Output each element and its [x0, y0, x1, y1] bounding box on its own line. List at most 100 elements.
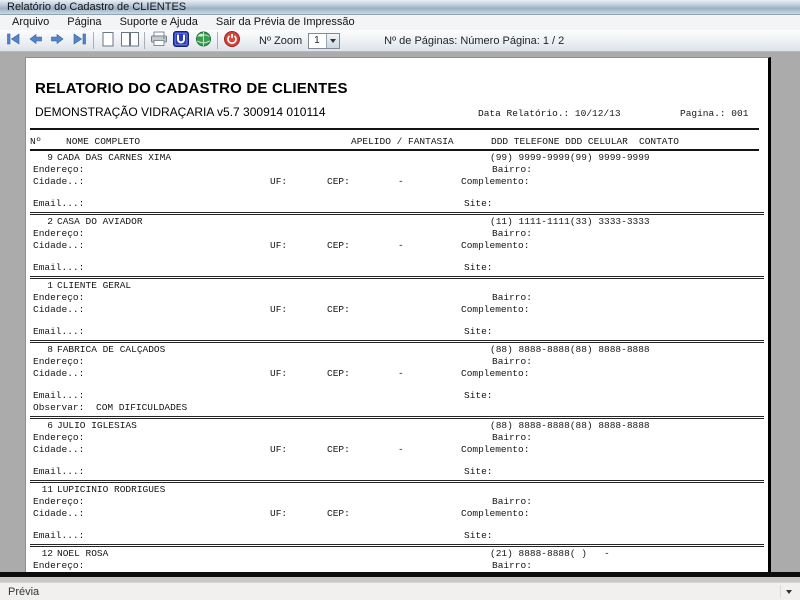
record-address-line: Endereço: Bairro: [26, 432, 768, 444]
printer-icon [150, 31, 168, 50]
email-label: Email...: [33, 466, 85, 477]
record-phones: (11) 1111-1111(33) 3333-3333 [490, 216, 650, 227]
zoom-select[interactable]: 1 [308, 32, 341, 49]
cep-label: CEP: [327, 240, 350, 251]
last-page-icon [71, 32, 88, 49]
previous-page-icon [27, 32, 44, 49]
record-gap [26, 253, 768, 262]
record-city-line: Cidade..: UF: CEP: Complemento: [26, 304, 768, 317]
single-page-icon [101, 31, 115, 51]
single-page-view-button[interactable] [97, 31, 119, 51]
close-preview-button[interactable] [221, 31, 243, 51]
toolbar-separator [217, 32, 218, 49]
report-page: RELATORIO DO CADASTRO DE CLIENTES DEMONS… [25, 57, 771, 575]
column-header-nome: NOME COMPLETO [66, 136, 141, 147]
bairro-label: Bairro: [492, 560, 532, 571]
record-phones: (88) 8888-8888(88) 8888-8888 [490, 420, 650, 431]
chevron-down-icon [330, 38, 337, 43]
window-strip [0, 577, 800, 582]
record-gap [26, 317, 768, 326]
cep-dash: - [398, 368, 404, 379]
first-page-button[interactable] [2, 31, 24, 51]
record-name: JULIO IGLESIAS [57, 420, 137, 431]
print-button[interactable] [148, 31, 170, 51]
record: 1 CLIENTE GERAL Endereço: Bairro: Cidade… [26, 280, 768, 343]
record-gap [26, 457, 768, 466]
menu-item-pagina[interactable]: Página [67, 16, 102, 28]
complemento-label: Complemento: [461, 508, 530, 519]
record-separator [30, 212, 764, 215]
menu-item-sair-previa[interactable]: Sair da Prévia de Impressão [215, 16, 355, 28]
next-page-button[interactable] [46, 31, 68, 51]
record-gap [26, 189, 768, 198]
record-number: 2 [47, 216, 53, 227]
record-name: CLIENTE GERAL [57, 280, 132, 291]
report-page-number: Pagina.: 001 [680, 108, 749, 119]
previous-page-button[interactable] [24, 31, 46, 51]
record-name-line: 1 CLIENTE GERAL [26, 280, 768, 292]
cep-label: CEP: [327, 444, 350, 455]
report-title: RELATORIO DO CADASTRO DE CLIENTES [35, 80, 348, 97]
record-address-line: Endereço: Bairro: [26, 164, 768, 176]
complemento-label: Complemento: [461, 444, 530, 455]
record-number: 8 [47, 344, 53, 355]
observar-line: Observar: COM DIFICULDADES [26, 402, 768, 414]
record-gap [26, 521, 768, 530]
record: 8 FABRICA DE CALÇADOS (88) 8888-8888(88)… [26, 344, 768, 419]
record-name-line: 11 LUPICINIO RODRIGUES [26, 484, 768, 496]
last-page-button[interactable] [68, 31, 90, 51]
complemento-label: Complemento: [461, 240, 530, 251]
toolbar: Nº Zoom 1 Nº de Páginas: Número Página: … [0, 30, 800, 52]
record: 9 CADA DAS CARNES XIMA (99) 9999-9999(99… [26, 152, 768, 215]
bairro-label: Bairro: [492, 292, 532, 303]
cep-label: CEP: [327, 508, 350, 519]
header-rule [30, 128, 759, 130]
print-setup-button[interactable] [170, 31, 192, 51]
menu-item-suporte[interactable]: Suporte e Ajuda [119, 16, 198, 28]
power-exit-icon [224, 31, 240, 50]
record-address-line: Endereço: Bairro: [26, 228, 768, 240]
zoom-value: 1 [314, 34, 320, 46]
zoom-label: Nº Zoom [259, 34, 303, 47]
bairro-label: Bairro: [492, 496, 532, 507]
site-label: Site: [464, 262, 493, 273]
print-setup-icon [173, 31, 189, 50]
next-page-icon [49, 32, 66, 49]
zoom-dropdown-button[interactable] [326, 33, 340, 48]
record-email-line: Email...: Site: [26, 262, 768, 274]
record-name-line: 9 CADA DAS CARNES XIMA (99) 9999-9999(99… [26, 152, 768, 164]
menu-item-arquivo[interactable]: Arquivo [12, 16, 50, 28]
email-label: Email...: [33, 326, 85, 337]
cep-dash: - [398, 444, 404, 455]
globe-icon [195, 31, 212, 50]
chevron-down-icon [786, 589, 792, 594]
uf-label: UF: [270, 508, 288, 519]
bairro-label: Bairro: [492, 228, 532, 239]
complemento-label: Complemento: [461, 304, 530, 315]
column-header-contato: CONTATO [639, 136, 679, 147]
two-page-view-button[interactable] [119, 31, 141, 51]
complemento-label: Complemento: [461, 368, 530, 379]
web-export-button[interactable] [192, 31, 214, 51]
cidade-label: Cidade..: [33, 240, 85, 251]
site-label: Site: [464, 390, 493, 401]
site-label: Site: [464, 466, 493, 477]
email-label: Email...: [33, 198, 85, 209]
bairro-label: Bairro: [492, 164, 532, 175]
status-dropdown-button[interactable] [780, 585, 797, 598]
cep-dash: - [398, 176, 404, 187]
record: 2 CASA DO AVIADOR (11) 1111-1111(33) 333… [26, 216, 768, 279]
record-phones: (21) 8888-8888( ) - [490, 548, 610, 559]
record-separator [30, 276, 764, 279]
preview-bottom-edge [0, 572, 800, 577]
record-phones: (99) 9999-9999(99) 9999-9999 [490, 152, 650, 163]
uf-label: UF: [270, 304, 288, 315]
record-city-line: Cidade..: UF: CEP: - Complemento: [26, 240, 768, 253]
record-name-line: 6 JULIO IGLESIAS (88) 8888-8888(88) 8888… [26, 420, 768, 432]
record: 12 NOEL ROSA (21) 8888-8888( ) - Endereç… [26, 548, 768, 575]
cep-label: CEP: [327, 368, 350, 379]
record-number: 11 [41, 484, 53, 495]
first-page-icon [5, 32, 22, 49]
record-separator [30, 416, 764, 419]
records: 9 CADA DAS CARNES XIMA (99) 9999-9999(99… [26, 152, 768, 575]
